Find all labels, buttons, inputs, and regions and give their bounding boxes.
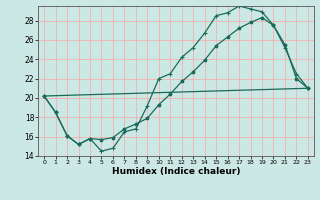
X-axis label: Humidex (Indice chaleur): Humidex (Indice chaleur) [112,167,240,176]
